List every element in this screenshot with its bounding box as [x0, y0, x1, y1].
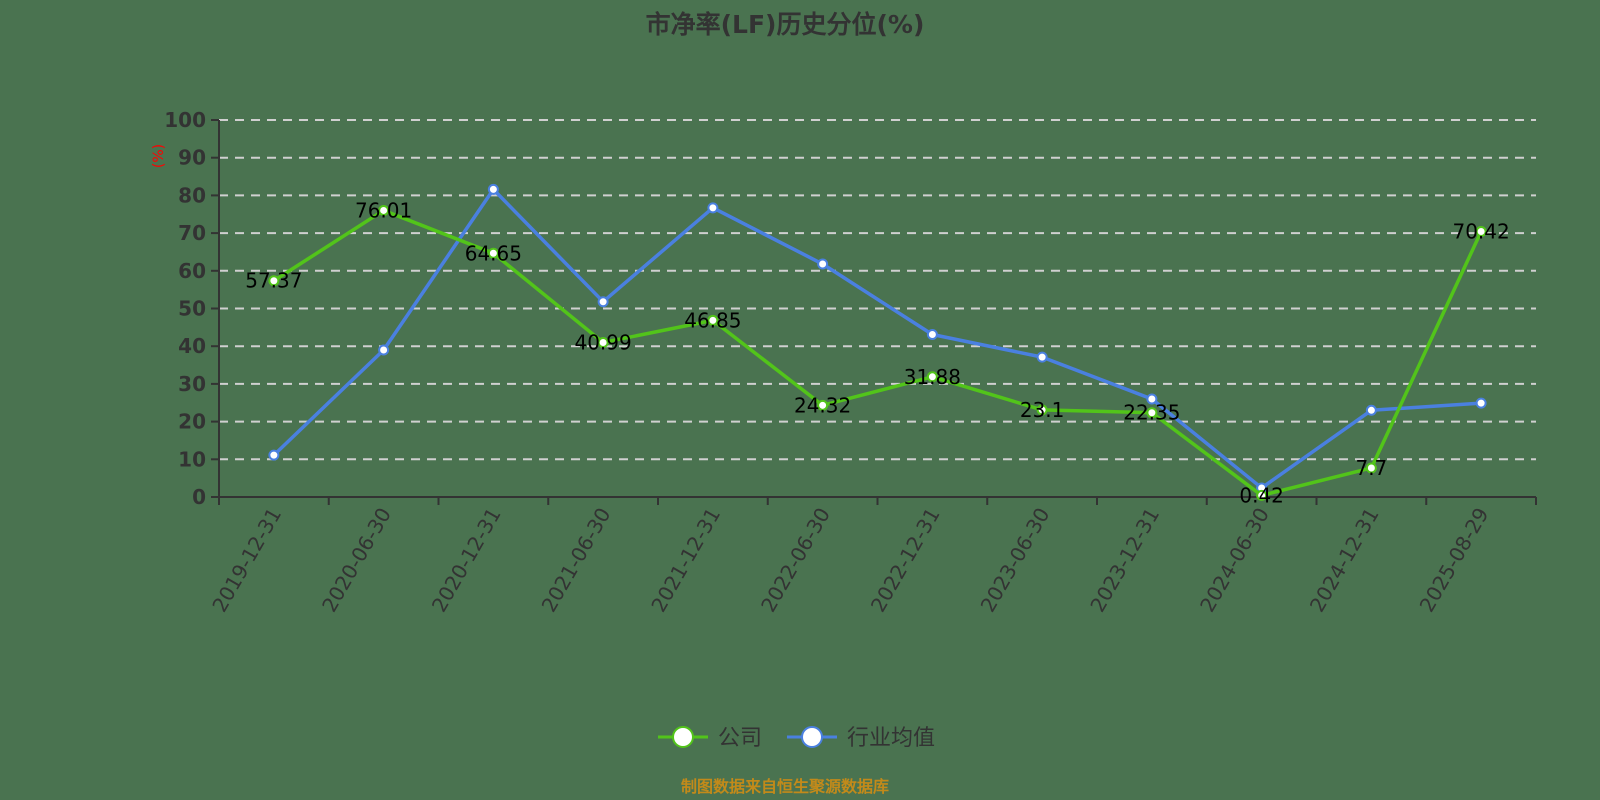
series-company-line [268, 204, 1487, 501]
x-tick-label: 2020-06-30 [317, 504, 396, 617]
company-point-marker-icon[interactable] [1365, 462, 1377, 474]
company-data-label: 31.88 [904, 365, 961, 389]
x-tick-label: 2021-12-31 [646, 504, 725, 617]
industry-point-marker-icon[interactable] [1475, 397, 1487, 409]
x-tick-label: 2019-12-31 [207, 504, 286, 617]
grid-lines [219, 119, 1536, 461]
company-path [272, 208, 1483, 498]
company-point-marker-icon[interactable] [1036, 404, 1048, 416]
company-point-marker-icon[interactable] [268, 275, 280, 287]
x-tick-label: 2024-06-30 [1195, 504, 1274, 617]
company-data-label: 23.1 [1020, 398, 1065, 422]
company-data-label: 7.7 [1355, 456, 1387, 480]
industry-point-marker-icon[interactable] [707, 202, 719, 214]
company-point-marker-icon[interactable] [378, 204, 390, 216]
y-tick-label: 20 [178, 410, 206, 434]
chart-title: 市净率(LF)历史分位(%) [646, 10, 925, 39]
company-data-label: 22.35 [1123, 401, 1180, 425]
x-axis: 2019-12-31 2020-06-30 2020-12-31 2021-06-30… [207, 496, 1537, 617]
industry-point-marker-icon[interactable] [817, 258, 829, 270]
company-data-label: 64.65 [465, 241, 522, 265]
company-data-label: 40.99 [574, 330, 631, 354]
company-data-label: 70.42 [1452, 220, 1509, 244]
company-legend-marker-icon [672, 726, 694, 748]
company-point-marker-icon[interactable] [926, 371, 938, 383]
industry-point-marker-icon[interactable] [926, 329, 938, 341]
y-tick-label: 70 [178, 221, 206, 245]
industry-legend-marker-icon [801, 726, 823, 748]
legend-item-company[interactable]: 公司 [658, 726, 762, 751]
y-axis: 0 10 20 30 40 50 60 70 80 90 100 [164, 108, 220, 509]
x-tick-label: 2021-06-30 [537, 504, 616, 617]
industry-point-marker-icon[interactable] [268, 449, 280, 461]
company-point-marker-icon[interactable] [597, 336, 609, 348]
company-data-label: 0.42 [1239, 483, 1284, 507]
x-tick-label: 2022-06-30 [756, 504, 835, 617]
company-point-marker-icon[interactable] [1475, 226, 1487, 238]
data-labels: 57.37 76.01 64.65 40.99 46.85 24.32 31.88 23.1 2… [245, 198, 1510, 507]
y-tick-label: 100 [164, 108, 206, 132]
industry-point-marker-icon[interactable] [597, 296, 609, 308]
x-tick-label: 2024-12-31 [1305, 504, 1384, 617]
company-point-marker-icon[interactable] [817, 399, 829, 411]
company-point-marker-icon[interactable] [1146, 407, 1158, 419]
company-point-marker-icon[interactable] [707, 314, 719, 326]
industry-point-marker-icon[interactable] [1036, 351, 1048, 363]
company-data-label: 57.37 [245, 269, 302, 293]
x-tick-label: 2025-08-29 [1415, 504, 1494, 617]
legend-label-company: 公司 [718, 726, 762, 751]
x-tick-label: 2023-06-30 [976, 504, 1055, 617]
series-industry-line [268, 183, 1487, 494]
x-tick-label: 2023-12-31 [1085, 504, 1164, 617]
industry-point-marker-icon[interactable] [487, 183, 499, 195]
y-tick-label: 90 [178, 146, 206, 170]
company-point-marker-icon[interactable] [487, 247, 499, 259]
legend-item-industry[interactable]: 行业均值 [787, 726, 935, 751]
industry-point-marker-icon[interactable] [1365, 404, 1377, 416]
industry-point-marker-icon[interactable] [1146, 393, 1158, 405]
y-tick-label: 60 [178, 259, 206, 283]
y-tick-label: 80 [178, 183, 206, 207]
x-tick-label: 2020-12-31 [427, 504, 506, 617]
y-tick-label: 0 [192, 485, 206, 509]
y-tick-label: 50 [178, 297, 206, 321]
legend: 公司 行业均值 [658, 726, 935, 751]
data-source-footer: 制图数据来自恒生聚源数据库 [681, 777, 889, 796]
y-tick-label: 10 [178, 447, 206, 471]
y-tick-label: 40 [178, 334, 206, 358]
y-axis-unit: (%) [151, 144, 167, 168]
x-tick-label: 2022-12-31 [866, 504, 945, 617]
legend-label-industry: 行业均值 [847, 726, 935, 751]
company-point-marker-icon[interactable] [1256, 489, 1268, 501]
industry-point-marker-icon[interactable] [378, 344, 390, 356]
company-data-label: 46.85 [684, 308, 741, 332]
company-data-label: 24.32 [794, 393, 851, 417]
y-tick-label: 30 [178, 372, 206, 396]
industry-path [272, 187, 1482, 490]
company-data-label: 76.01 [355, 198, 412, 222]
